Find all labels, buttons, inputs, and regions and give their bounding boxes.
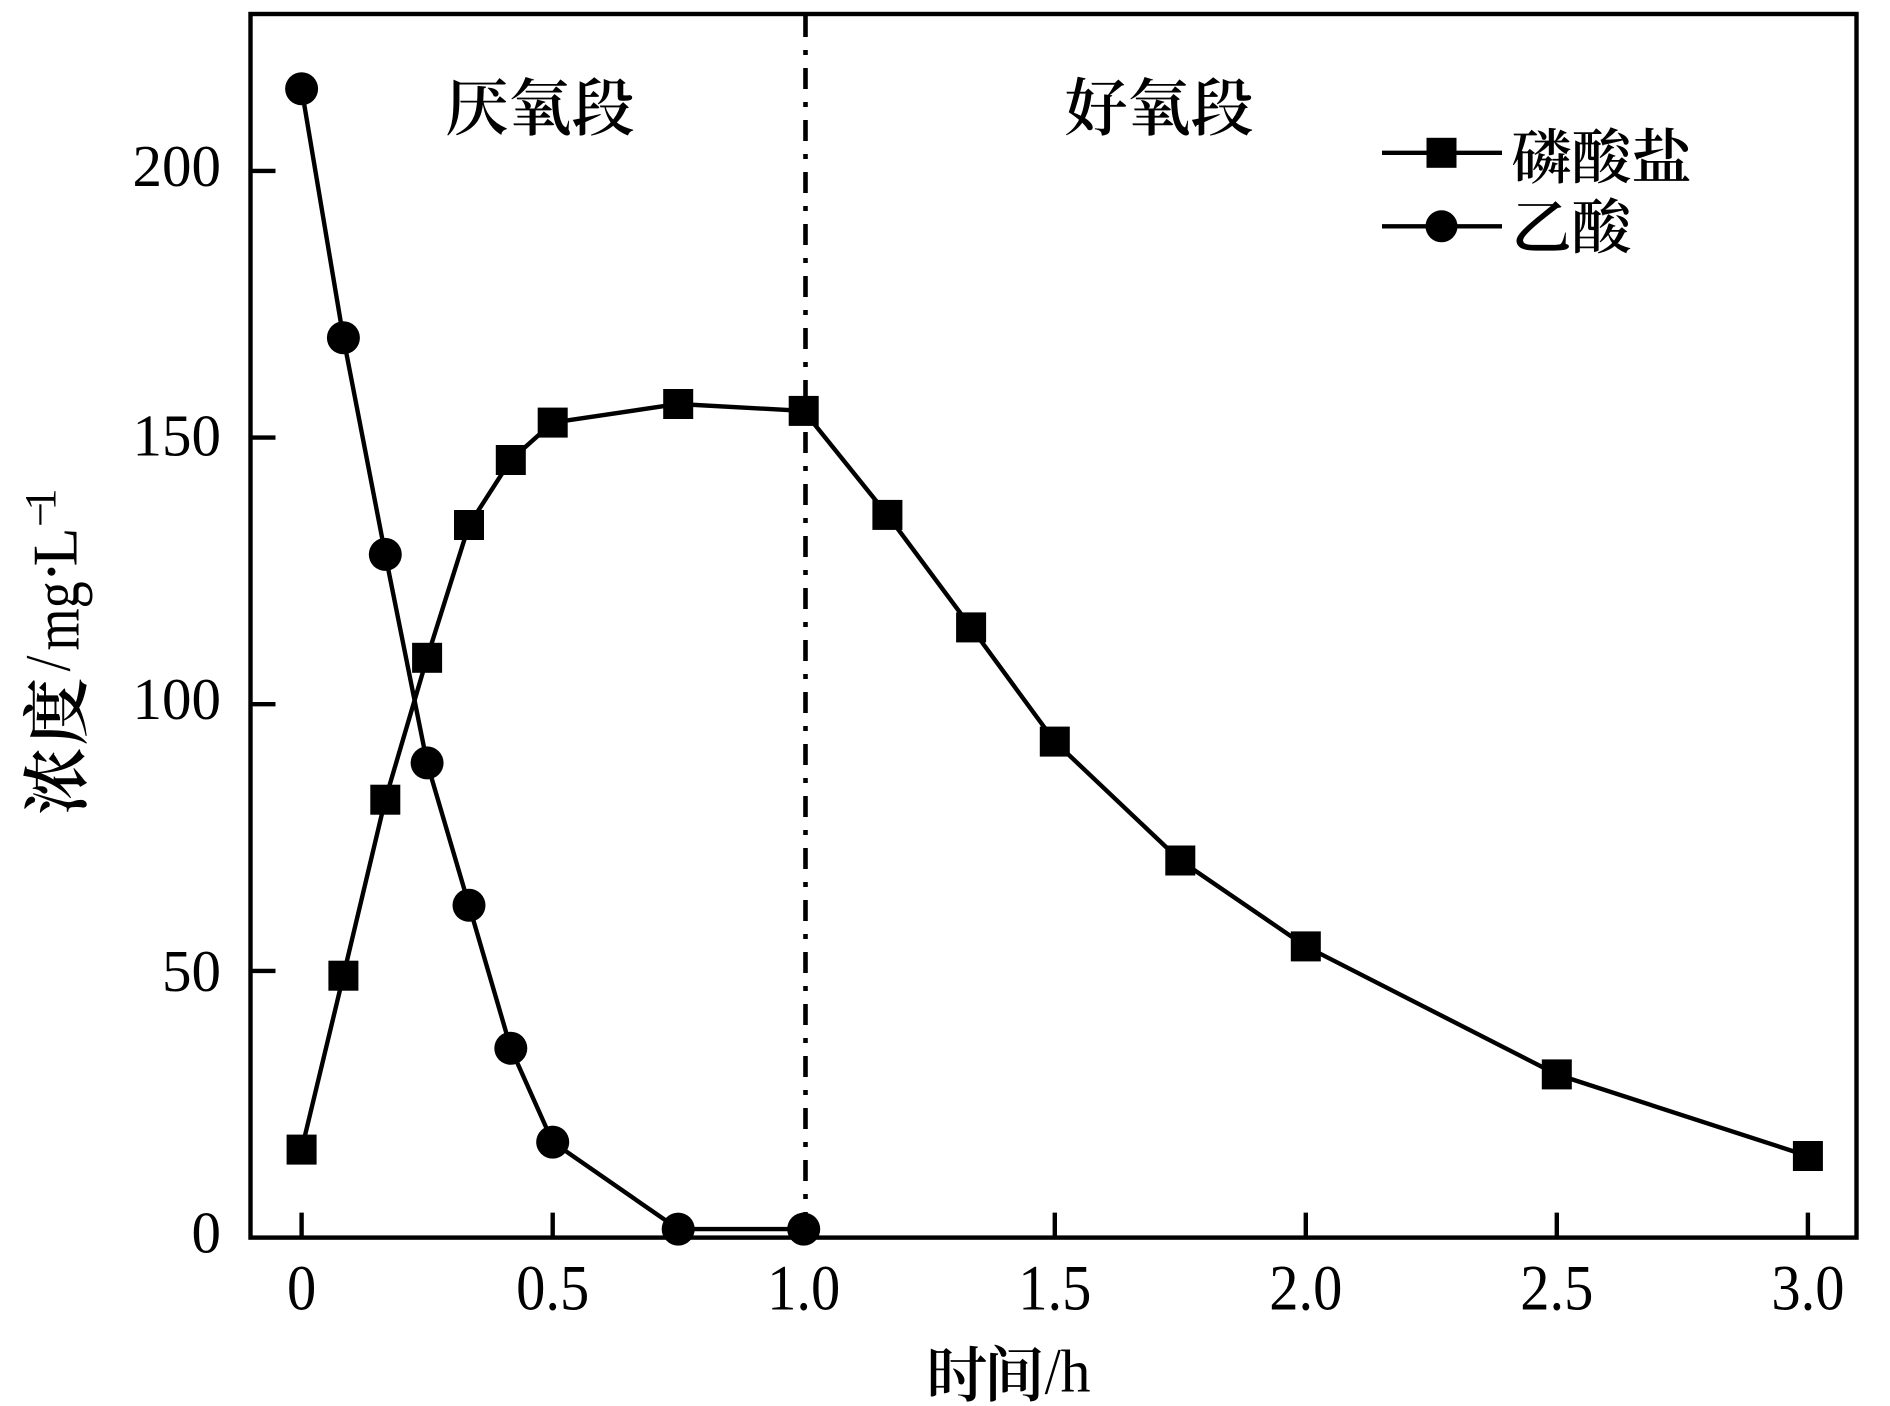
svg-text:150: 150 xyxy=(133,403,222,469)
svg-text:50: 50 xyxy=(162,938,221,1004)
svg-text:0: 0 xyxy=(287,1253,316,1324)
svg-text:0.5: 0.5 xyxy=(516,1253,589,1324)
svg-text:100: 100 xyxy=(133,666,222,732)
svg-text:2.5: 2.5 xyxy=(1520,1253,1593,1324)
svg-text:h: h xyxy=(1061,1339,1091,1405)
svg-text:1.5: 1.5 xyxy=(1018,1253,1091,1324)
svg-text:0: 0 xyxy=(192,1200,222,1266)
svg-text:−: − xyxy=(16,502,65,527)
svg-text:·: · xyxy=(13,560,89,583)
svg-text:mg: mg xyxy=(21,581,94,650)
svg-text:3.0: 3.0 xyxy=(1771,1253,1844,1324)
svg-text:1.0: 1.0 xyxy=(767,1253,840,1324)
svg-text:1: 1 xyxy=(16,489,65,511)
svg-text:L: L xyxy=(20,527,91,566)
svg-text:2.0: 2.0 xyxy=(1269,1253,1342,1324)
svg-text:200: 200 xyxy=(133,133,222,199)
